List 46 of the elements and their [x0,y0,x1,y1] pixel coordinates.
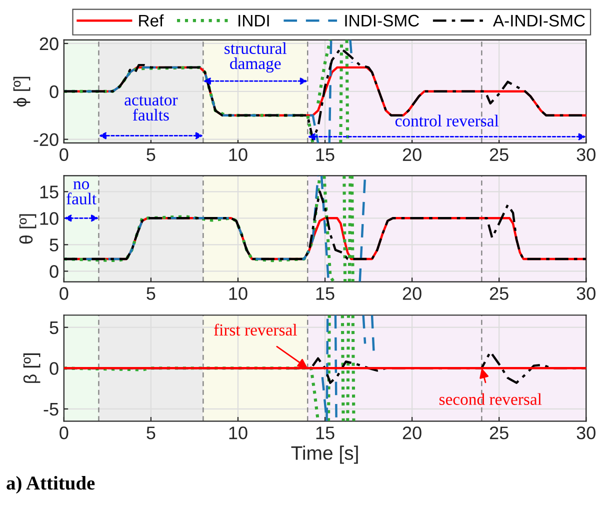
band-label: control reversal [395,114,499,126]
x-tick-label: 25 [490,287,508,300]
x-tick-label: 30 [576,287,596,300]
x-tick-label: 15 [316,426,334,440]
x-axis-title: Time [s] [291,446,358,464]
x-tick-label: 10 [229,426,248,440]
x-tick-label: 15 [316,148,334,162]
y-tick-label: 5 [50,238,58,252]
x-tick-label: 20 [402,426,422,440]
legend-label: INDI-SMC [345,14,419,27]
x-tick-label: 10 [229,287,248,300]
legend-label: Ref [139,14,164,27]
y-axis-title: θ [º] [19,214,36,244]
y-axis-title: β [º] [23,353,40,383]
x-tick-label: 25 [490,426,508,440]
x-tick-label: 0 [60,426,68,440]
legend-label: A-INDI-SMC [492,14,585,27]
text: a) Attitude [6,476,95,494]
x-tick-label: 10 [229,148,248,162]
x-tick-label: 5 [146,148,156,162]
band-label: structural damage [224,42,287,73]
y-tick-label: -5 [44,403,58,416]
annotation: first reversal [214,324,297,336]
y-tick-label: -20 [34,133,58,146]
x-tick-label: 20 [402,287,422,300]
x-tick-label: 30 [576,426,596,440]
y-tick-label: 0 [50,362,58,375]
y-tick-label: 0 [50,85,58,98]
y-tick-label: 20 [40,37,58,50]
y-tick-label: 10 [40,212,58,225]
y-tick-label: 0 [50,265,58,278]
x-tick-label: 20 [402,148,422,162]
band-label: actuator faults [124,96,178,121]
x-tick-label: 5 [146,287,156,300]
legend-label: INDI [238,14,269,26]
y-axis-title: ϕ [º] [13,76,30,107]
x-tick-label: 0 [60,148,68,162]
y-tick-label: 5 [50,321,58,334]
y-tick-label: 15 [40,186,58,198]
x-tick-label: 25 [490,148,508,162]
x-tick-label: 15 [316,287,334,300]
annotation: second reversal [439,393,542,405]
x-tick-label: 5 [146,426,156,440]
band-label: no fault [66,181,96,204]
x-tick-label: 0 [60,287,68,300]
x-tick-label: 30 [576,148,596,162]
